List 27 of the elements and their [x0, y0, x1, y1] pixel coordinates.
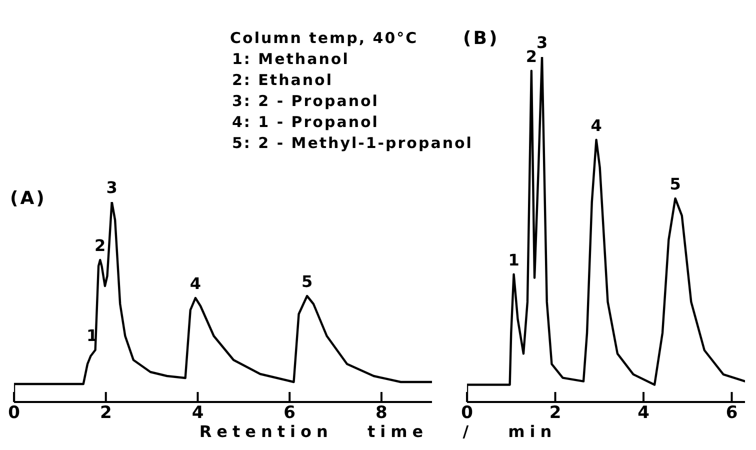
chart-title: (A): [10, 188, 46, 209]
x-axis-title: Retention time / min: [198, 422, 558, 441]
text: 1: Methanol: [232, 49, 350, 70]
x-tick-label: 4: [192, 403, 204, 424]
text: 3: 2 - Propanol: [232, 91, 380, 112]
annotation: 2: [526, 46, 537, 66]
x-tick-label: 0: [8, 403, 20, 424]
annotation: 4: [590, 116, 602, 135]
annotation: 1: [508, 250, 520, 270]
annotation: 5: [670, 174, 681, 194]
annotation: 5: [301, 272, 313, 291]
x-tick-label: 2: [100, 403, 112, 424]
x-tick-label: 8: [376, 403, 388, 424]
annotation: 3: [536, 33, 548, 52]
x-tick-label: 6: [726, 403, 738, 424]
x-tick-label: 0: [461, 403, 474, 424]
text: 4: 1 - Propanol: [232, 112, 380, 133]
annotation: 3: [106, 178, 118, 197]
text: 2: Ethanol: [232, 70, 334, 91]
x-tick-label: 2: [549, 403, 562, 424]
text: Column temp, 40°C: [230, 29, 418, 47]
annotation: 4: [190, 274, 202, 293]
x-tick-label: 6: [284, 403, 296, 424]
annotation: 2: [94, 236, 106, 255]
chart-title: (B): [463, 28, 500, 49]
annotation: 5: 2 - Methyl-1-propanol: [232, 133, 473, 154]
x-tick-label: 4: [638, 403, 650, 424]
